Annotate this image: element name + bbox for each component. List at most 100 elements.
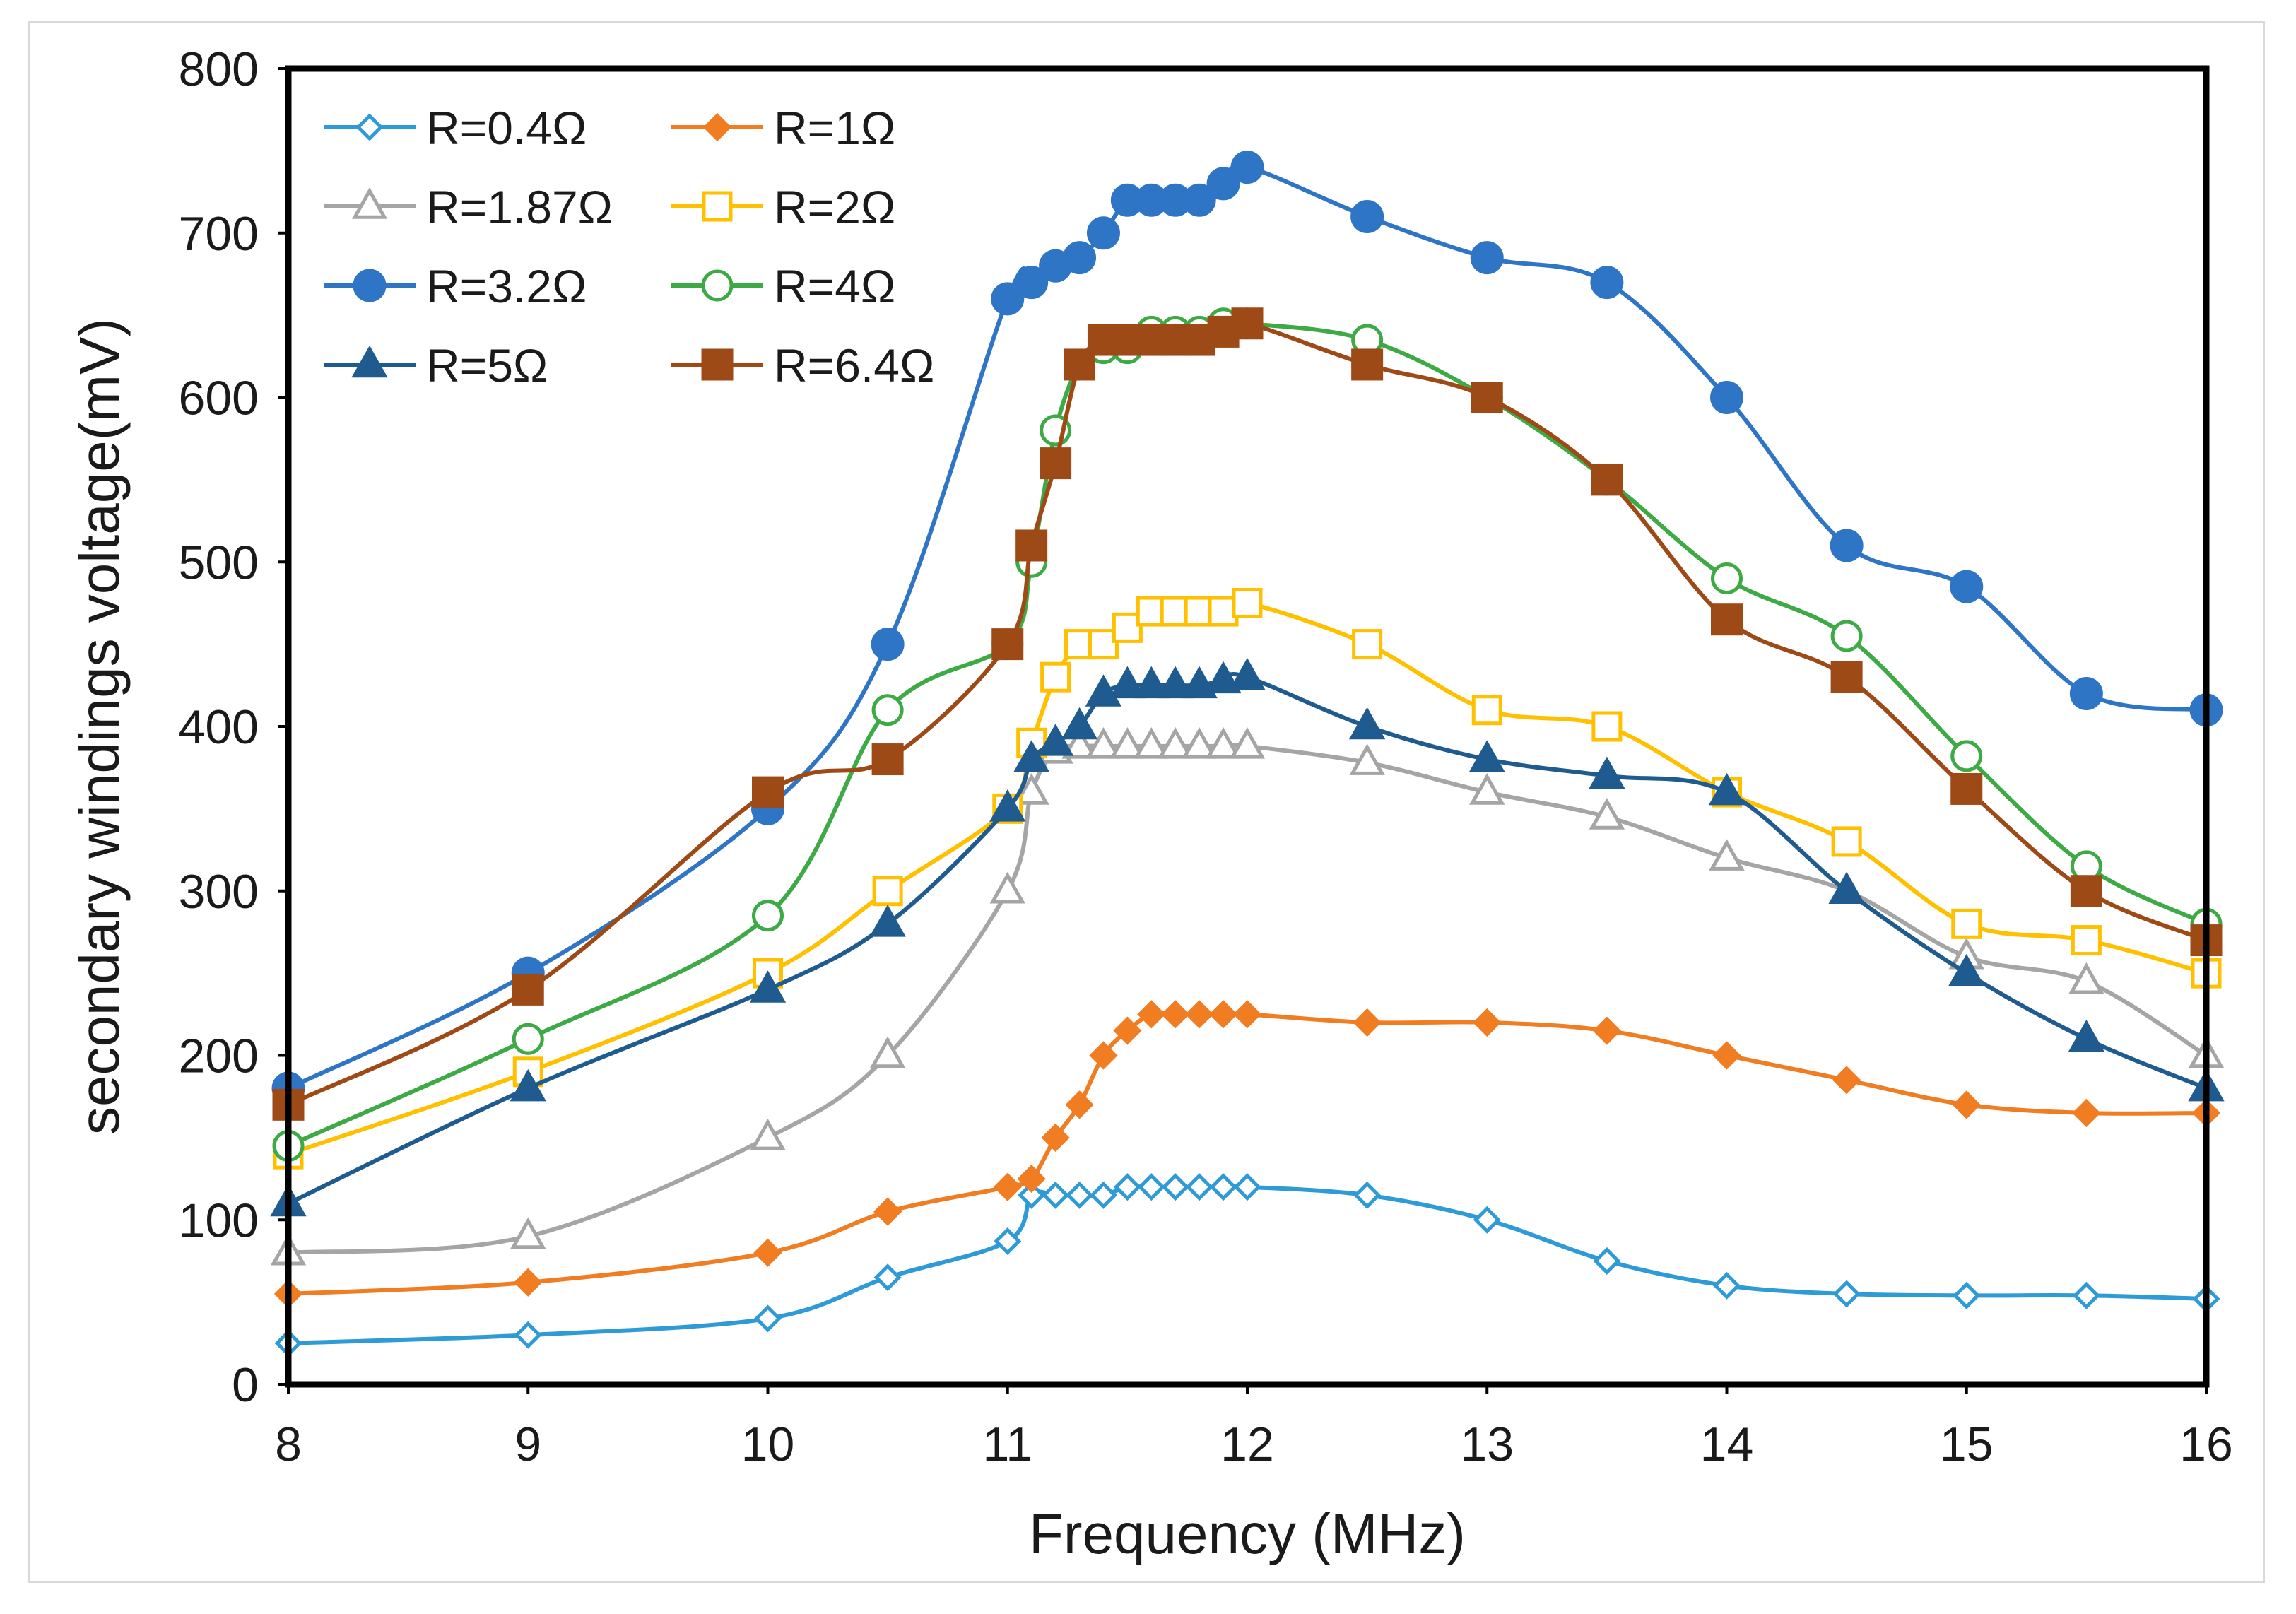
legend-item: R=0.4Ω [324, 102, 587, 154]
data-point [1089, 1041, 1118, 1070]
data-point [1089, 1181, 1117, 1209]
x-tick-label: 10 [741, 1418, 795, 1471]
data-point [1205, 726, 1242, 759]
data-point [1469, 773, 1505, 805]
data-point [871, 694, 904, 726]
data-point [512, 1023, 544, 1055]
x-tick-label: 8 [275, 1418, 302, 1471]
legend-marker [701, 348, 734, 381]
data-point [752, 900, 784, 932]
data-point [1229, 657, 1266, 690]
data-point [1109, 726, 1146, 759]
data-point [1710, 381, 1743, 414]
series-7 [272, 307, 2223, 1121]
data-point [1230, 151, 1264, 184]
series-line [287, 319, 2208, 1107]
y-tick-label: 700 [179, 207, 259, 261]
data-point [2069, 676, 2103, 710]
x-tick-label: 16 [2179, 1418, 2233, 1471]
data-point [514, 1321, 542, 1349]
legend-marker [702, 112, 732, 142]
data-point [1592, 1016, 1621, 1045]
data-point [1352, 629, 1383, 660]
series-4 [271, 151, 2223, 1105]
data-point [1064, 348, 1096, 381]
data-point [1088, 629, 1119, 660]
y-tick-label: 600 [179, 372, 259, 425]
data-point [2072, 1098, 2101, 1128]
data-point [1185, 1000, 1214, 1029]
data-point [1590, 266, 1624, 300]
y-tick-label: 800 [179, 42, 259, 96]
data-point [2068, 962, 2104, 994]
data-point [1591, 711, 1623, 742]
data-point [1831, 826, 1862, 857]
data-point [1712, 1041, 1741, 1070]
legend-marker [701, 269, 734, 302]
data-point [1589, 798, 1625, 830]
data-point [1232, 587, 1263, 618]
data-point [1017, 1164, 1046, 1194]
data-point [1013, 773, 1049, 805]
y-tick-label: 500 [179, 536, 259, 589]
data-point [1828, 871, 1865, 905]
data-point [1709, 839, 1745, 871]
data-point [1593, 1247, 1621, 1275]
y-tick-label: 100 [179, 1194, 259, 1247]
data-point [991, 282, 1025, 316]
data-point [1040, 447, 1072, 480]
data-point [1182, 183, 1216, 217]
data-point [1231, 307, 1264, 340]
legend-label: R=1Ω [774, 102, 895, 154]
data-point [1041, 1123, 1070, 1152]
data-point [1349, 743, 1385, 775]
data-point [1205, 661, 1242, 694]
x-tick-label: 12 [1220, 1418, 1274, 1471]
data-point [750, 1118, 786, 1150]
data-point [1015, 266, 1049, 300]
data-point [510, 1217, 546, 1249]
data-point [1181, 726, 1218, 759]
data-point [1065, 1090, 1094, 1119]
data-point [1351, 348, 1384, 381]
series-layer [270, 151, 2225, 1357]
data-point [1712, 1271, 1741, 1300]
legend-marker [351, 187, 388, 219]
data-point [1589, 756, 1625, 789]
data-point [514, 1268, 543, 1297]
legend-marker [702, 191, 733, 222]
data-point [1830, 661, 1863, 693]
y-tick-label: 200 [179, 1030, 259, 1083]
legend: R=0.4Ω R=1Ω R=1.87Ω R=2Ω R=3.2Ω R=4Ω R=5Ω R=6.4… [324, 102, 934, 391]
data-point [1233, 1173, 1261, 1201]
data-point [1061, 707, 1098, 740]
data-point [1134, 726, 1170, 759]
data-point [1085, 726, 1121, 759]
legend-item: R=2Ω [671, 181, 895, 233]
data-point [752, 776, 784, 808]
data-point [753, 1304, 782, 1333]
series-3 [273, 587, 2222, 1170]
x-tick-label: 14 [1700, 1418, 1754, 1471]
data-point [1113, 1173, 1141, 1201]
data-point [1018, 1181, 1046, 1209]
legend-label: R=2Ω [774, 181, 895, 233]
data-point [1951, 908, 1982, 939]
data-point [869, 905, 906, 937]
data-point [1711, 603, 1743, 636]
data-point [1348, 707, 1386, 740]
legend-marker [355, 113, 384, 141]
data-point [1830, 620, 1863, 652]
x-axis-title: Frequency (MHz) [1029, 1502, 1466, 1565]
data-point [1061, 726, 1097, 759]
data-point [1473, 1008, 1502, 1037]
data-point [1232, 1000, 1262, 1029]
y-tick-label: 400 [179, 700, 259, 754]
data-point [753, 1238, 782, 1267]
x-tick-label: 15 [1940, 1418, 1994, 1471]
data-point [871, 743, 904, 776]
data-point [993, 1172, 1022, 1201]
data-point [2070, 875, 2102, 907]
x-tick-label: 9 [514, 1418, 541, 1471]
